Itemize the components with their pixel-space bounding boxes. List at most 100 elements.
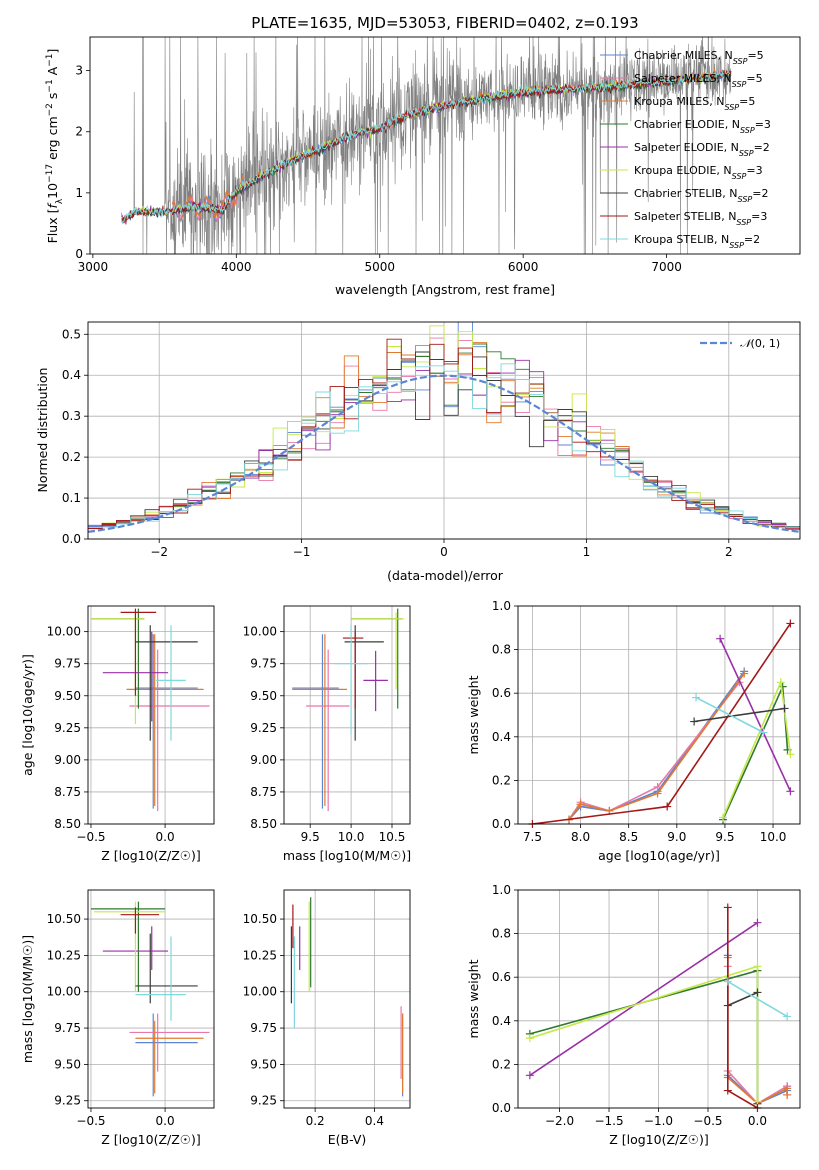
legend-subscript: SSP — [736, 218, 751, 227]
axes-frame — [283, 605, 411, 825]
axes-frame — [283, 889, 411, 1109]
weight-marker-kroupa-miles — [576, 800, 585, 809]
legend-text: Kroupa STELIB, N — [634, 233, 729, 246]
ylabel-part: −1 — [45, 53, 55, 66]
y-tick-label: 10.00 — [47, 625, 81, 639]
y-tick-label: 0.4 — [492, 730, 511, 744]
y-tick-label: 3 — [75, 64, 83, 78]
legend-label: Chabrier STELIB, NSSP=2 — [634, 187, 768, 204]
weight-line-chabrier-elodie — [529, 969, 759, 1104]
x-tick-label: 0.0 — [748, 1114, 767, 1128]
axes-frame — [87, 605, 215, 825]
legend-label: Chabrier ELODIE, NSSP=3 — [634, 118, 771, 135]
legend-tail: =3 — [751, 210, 767, 223]
y-tick-label: 9.75 — [250, 1021, 277, 1035]
weight-line-salpeter-miles — [568, 681, 741, 821]
weight-line-kroupa-stelib — [695, 696, 764, 734]
x-tick-label: −2.0 — [545, 1114, 574, 1128]
legend-text: Salpeter MILES, N — [634, 72, 732, 85]
x-tick-label: 5000 — [364, 260, 395, 274]
x-tick-label: −1 — [293, 545, 311, 559]
x-tick-label: 0.0 — [156, 830, 175, 844]
x-tick-label: −0.5 — [693, 1114, 722, 1128]
axes-frame — [87, 321, 801, 540]
panel-xlabel: Z [log10(Z/Z☉)] — [101, 848, 201, 863]
y-tick-label: 0.3 — [62, 409, 81, 423]
legend-label: Kroupa MILES, NSSP=5 — [634, 95, 755, 112]
y-tick-label: 0.0 — [492, 817, 511, 831]
y-tick-label: 9.75 — [54, 1021, 81, 1035]
panel-xlabel: age [log10(age/yr)] — [598, 848, 720, 863]
y-tick-label: 0.6 — [492, 970, 511, 984]
weight-marker-kroupa-elodie — [753, 962, 762, 971]
y-tick-label: 10.00 — [243, 985, 277, 999]
weight-marker-salpeter-stelib — [723, 1086, 732, 1095]
y-tick-label: 0 — [75, 247, 83, 261]
legend-subscript: SSP — [733, 57, 748, 66]
legend-subscript: SSP — [732, 80, 747, 89]
legend-subscript: SSP — [724, 103, 739, 112]
y-tick-label: 0.6 — [492, 686, 511, 700]
x-tick-label: −0.5 — [76, 830, 105, 844]
y-tick-label: 2 — [75, 125, 83, 139]
weight-marker-kroupa-stelib — [723, 977, 732, 986]
y-tick-label: 10.50 — [243, 912, 277, 926]
x-tick-label: 4000 — [221, 260, 252, 274]
axes-frame — [87, 889, 215, 1109]
y-tick-label: 10.00 — [47, 985, 81, 999]
weight-marker-chabrier-stelib — [780, 704, 789, 713]
weight-marker-salpeter-elodie — [525, 1071, 534, 1080]
y-tick-label: 9.75 — [250, 657, 277, 671]
legend-tail: =2 — [744, 233, 760, 246]
legend-subscript: SSP — [739, 149, 754, 158]
x-tick-label: −1.0 — [644, 1114, 673, 1128]
x-tick-label: 6000 — [508, 260, 539, 274]
y-tick-label: 0.4 — [62, 368, 81, 382]
weight-marker-chabrier-stelib — [753, 988, 762, 997]
axes-frame — [89, 36, 801, 255]
y-tick-label: 8.75 — [250, 785, 277, 799]
model-line-kroupa-stelib — [121, 70, 732, 225]
legend-text: Chabrier STELIB, N — [634, 187, 738, 200]
weight-marker-salpeter-elodie — [786, 787, 795, 796]
weight-marker-salpeter-stelib — [786, 619, 795, 628]
y-tick-label: 10.25 — [243, 948, 277, 962]
y-tick-label: 9.50 — [250, 689, 277, 703]
legend-tail: =2 — [754, 141, 770, 154]
spectrum-title: PLATE=1635, MJD=53053, FIBERID=0402, z=0… — [251, 14, 638, 32]
x-tick-label: −0.5 — [76, 1114, 105, 1128]
y-tick-label: 9.00 — [54, 753, 81, 767]
weight-line-salpeter-stelib — [727, 907, 758, 1108]
weight-marker-salpeter-stelib — [663, 802, 672, 811]
x-tick-label: −1.5 — [594, 1114, 623, 1128]
x-tick-label: 2 — [725, 545, 733, 559]
y-tick-label: 9.50 — [54, 689, 81, 703]
panel-xlabel: Z [log10(Z/Z☉)] — [609, 1132, 709, 1147]
x-tick-label: 7.5 — [523, 830, 542, 844]
legend-tail: =5 — [739, 95, 755, 108]
x-tick-label: 10.5 — [379, 830, 406, 844]
legend-tail: =5 — [746, 72, 762, 85]
residual-ylabel: Normed distribution — [35, 368, 50, 493]
legend-subscript: SSP — [729, 241, 744, 250]
legend-text: Salpeter ELODIE, N — [634, 141, 739, 154]
y-tick-label: 1.0 — [492, 599, 511, 613]
legend-text: Kroupa MILES, N — [634, 95, 724, 108]
panel-ylabel: mass weight — [466, 959, 481, 1038]
x-tick-label: 0 — [440, 545, 448, 559]
weight-marker-salpeter-stelib — [723, 903, 732, 912]
legend-tail: =2 — [752, 187, 768, 200]
legend-tail: =3 — [746, 164, 762, 177]
panel-ylabel: mass weight — [466, 675, 481, 754]
age-vs-Z-panel: −0.5 0.0 8.50 8.75 9.00 9.25 9.50 9.75 10.00 Z [l… — [20, 605, 215, 863]
residual-hist-kroupa-stelib — [88, 363, 800, 528]
panel-ylabel: mass [log10(M/M☉)] — [20, 935, 35, 1063]
x-tick-label: −2 — [150, 545, 168, 559]
weight-marker-kroupa-elodie — [525, 1034, 534, 1043]
weight-line-chabrier-stelib — [693, 707, 785, 723]
residual-panel: −2 −1 0 1 2 0.0 0.1 0.2 0.3 0.4 0.5 (data-model)/e… — [35, 321, 801, 583]
x-tick-label: 3000 — [78, 260, 109, 274]
x-tick-label: 9.5 — [715, 830, 734, 844]
ylabel-part: A — [45, 66, 60, 79]
y-tick-label: 1.0 — [492, 883, 511, 897]
